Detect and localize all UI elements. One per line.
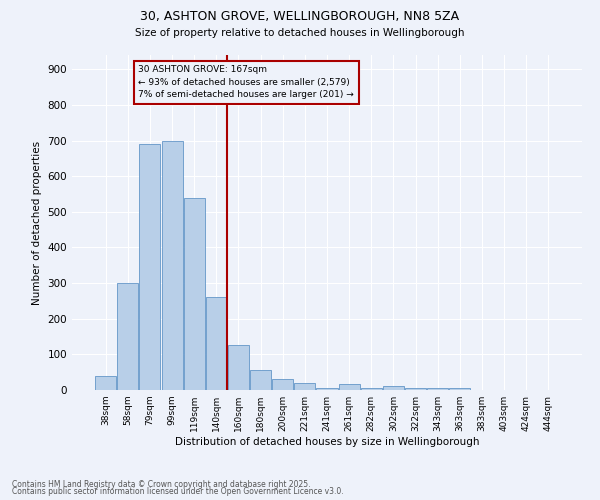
Bar xyxy=(361,388,382,390)
X-axis label: Distribution of detached houses by size in Wellingborough: Distribution of detached houses by size … xyxy=(175,437,479,447)
Bar xyxy=(272,380,293,390)
Text: 30, ASHTON GROVE, WELLINGBOROUGH, NN8 5ZA: 30, ASHTON GROVE, WELLINGBOROUGH, NN8 5Z… xyxy=(140,10,460,23)
Bar xyxy=(449,388,470,390)
Bar xyxy=(228,346,249,390)
Bar xyxy=(295,383,316,390)
Text: Size of property relative to detached houses in Wellingborough: Size of property relative to detached ho… xyxy=(135,28,465,38)
Bar xyxy=(184,198,205,390)
Text: Contains public sector information licensed under the Open Government Licence v3: Contains public sector information licen… xyxy=(12,487,344,496)
Bar xyxy=(405,388,426,390)
Bar xyxy=(206,298,227,390)
Bar xyxy=(95,376,116,390)
Bar xyxy=(161,140,182,390)
Y-axis label: Number of detached properties: Number of detached properties xyxy=(32,140,42,304)
Text: 30 ASHTON GROVE: 167sqm
← 93% of detached houses are smaller (2,579)
7% of semi-: 30 ASHTON GROVE: 167sqm ← 93% of detache… xyxy=(139,65,354,99)
Bar xyxy=(316,388,338,390)
Bar xyxy=(139,144,160,390)
Text: Contains HM Land Registry data © Crown copyright and database right 2025.: Contains HM Land Registry data © Crown c… xyxy=(12,480,311,489)
Bar xyxy=(338,384,359,390)
Bar xyxy=(118,283,139,390)
Bar xyxy=(383,386,404,390)
Bar xyxy=(427,388,448,390)
Bar xyxy=(250,370,271,390)
